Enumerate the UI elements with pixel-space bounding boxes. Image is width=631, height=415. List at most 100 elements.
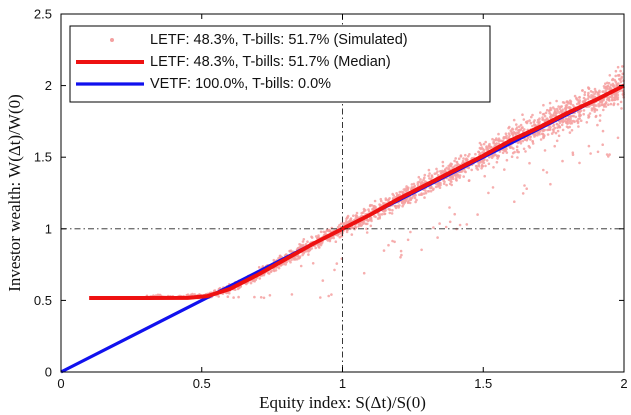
scatter-point — [400, 190, 403, 194]
scatter-point — [407, 186, 410, 189]
y-tick-label: 1.5 — [34, 150, 52, 165]
scatter-point — [258, 277, 262, 280]
scatter-point — [619, 80, 623, 83]
scatter-point — [363, 221, 366, 225]
scatter-point — [614, 74, 617, 78]
scatter-point — [484, 164, 487, 168]
scatter-point — [454, 164, 457, 167]
scatter-point — [465, 157, 468, 160]
scatter-point — [573, 94, 577, 98]
scatter-point — [423, 196, 426, 199]
scatter-point — [423, 173, 427, 177]
scatter-point — [608, 153, 611, 156]
scatter-point — [236, 287, 240, 291]
scatter-point — [479, 143, 483, 147]
scatter-point — [574, 115, 578, 119]
scatter-point — [614, 69, 618, 73]
scatter-point — [338, 235, 342, 239]
scatter-point — [492, 166, 495, 169]
scatter-point — [458, 174, 462, 177]
scatter-point — [597, 104, 601, 108]
median-line — [89, 83, 625, 300]
scatter-point — [363, 208, 367, 212]
scatter-point — [474, 152, 477, 156]
scatter-point — [556, 129, 560, 133]
scatter-point — [343, 222, 347, 225]
scatter-point — [528, 161, 531, 165]
scatter-point — [461, 159, 465, 163]
scatter-point — [569, 115, 572, 118]
scatter-point — [608, 74, 612, 77]
scatter-point — [524, 150, 527, 153]
scatter-point — [435, 167, 438, 171]
scatter-point — [310, 247, 314, 250]
scatter-point — [489, 146, 493, 149]
scatter-point — [455, 160, 459, 164]
scatter-point — [502, 137, 506, 140]
scatter-point — [304, 243, 308, 246]
series-lines — [60, 83, 625, 374]
scatter-point — [443, 180, 446, 184]
scatter-point — [467, 179, 471, 182]
scatter-point — [577, 117, 580, 121]
scatter-point — [564, 106, 568, 110]
scatter-point — [477, 150, 480, 154]
scatter-point — [497, 137, 501, 140]
scatter-point — [436, 236, 439, 239]
scatter-point — [566, 119, 570, 122]
scatter-point — [386, 198, 390, 202]
x-tick-label: 1.5 — [474, 376, 492, 391]
scatter-point — [582, 109, 586, 112]
scatter-point — [601, 129, 605, 133]
scatter-point — [555, 139, 559, 143]
scatter-point — [468, 153, 471, 156]
scatter-point — [491, 186, 495, 189]
scatter-point — [579, 119, 583, 122]
scatter-point — [441, 160, 445, 164]
scatter-point — [478, 161, 482, 164]
scatter-point — [233, 288, 237, 292]
scatter-point — [597, 102, 600, 106]
scatter-point — [589, 152, 592, 155]
y-axis-title: Investor wealth: W(Δt)/W(0) — [5, 94, 24, 292]
scatter-point — [551, 114, 555, 117]
scatter-point — [314, 246, 318, 250]
scatter-point — [420, 193, 424, 196]
scatter-point — [508, 134, 511, 137]
scatter-point — [582, 96, 586, 100]
scatter-point — [594, 115, 598, 119]
scatter-point — [589, 96, 592, 99]
scatter-point — [447, 166, 451, 170]
scatter-point — [607, 103, 610, 106]
scatter-point — [370, 219, 373, 223]
scatter-point — [310, 236, 314, 239]
scatter-point — [391, 239, 394, 243]
scatter-point — [621, 65, 624, 68]
scatter-point — [522, 118, 526, 121]
scatter-point — [491, 137, 494, 141]
scatter-point — [427, 168, 431, 172]
scatter-point — [548, 111, 551, 115]
scatter-point — [445, 166, 449, 170]
scatter-point — [464, 153, 467, 157]
scatter-point — [354, 214, 358, 217]
scatter-point — [571, 151, 575, 154]
scatter-point — [454, 174, 457, 177]
scatter-point — [399, 255, 402, 259]
scatter-point — [301, 243, 305, 247]
scatter-point — [267, 272, 271, 275]
scatter-point — [560, 123, 564, 127]
scatter-point — [299, 244, 303, 247]
scatter-point — [439, 181, 442, 185]
scatter-point — [415, 198, 418, 202]
scatter-point — [571, 153, 575, 156]
scatter-point — [578, 161, 581, 165]
scatter-point — [504, 132, 508, 135]
scatter-point — [533, 123, 537, 127]
scatter-point — [593, 108, 596, 111]
scatter-point — [558, 107, 562, 111]
scatter-point — [334, 240, 338, 243]
scatter-point — [435, 182, 438, 186]
scatter-point — [226, 295, 230, 299]
scatter-point — [409, 198, 413, 201]
